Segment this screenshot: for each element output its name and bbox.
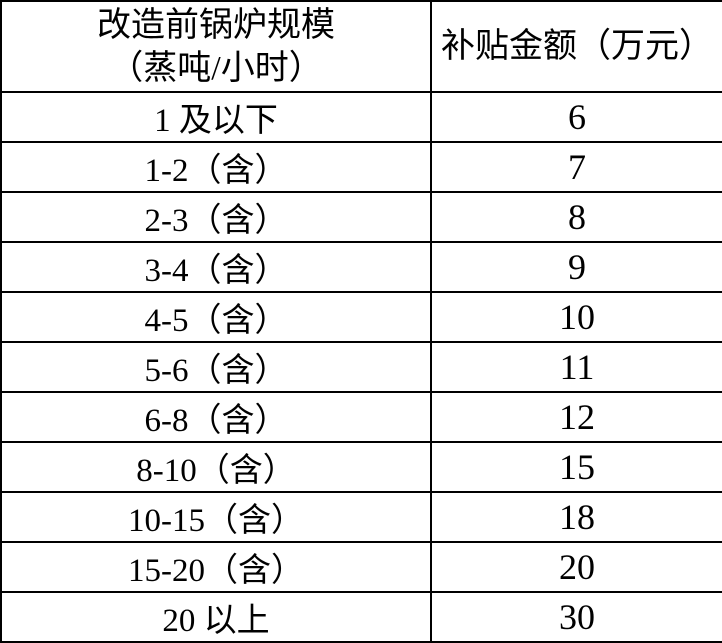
scale-cell: 1 及以下 (0, 91, 432, 143)
table-row: 5-6（含） 11 (0, 341, 722, 393)
amount-cell: 12 (430, 391, 722, 443)
scale-cell: 6-8（含） (0, 391, 432, 443)
scale-cell: 2-3（含） (0, 191, 432, 243)
header-scale-line1: 改造前锅炉规模 (97, 6, 335, 44)
amount-cell: 6 (430, 91, 722, 143)
table-row: 1 及以下 6 (0, 91, 722, 143)
amount-cell: 11 (430, 341, 722, 393)
scale-cell: 8-10（含） (0, 441, 432, 493)
amount-cell: 8 (430, 191, 722, 243)
scale-cell: 1-2（含） (0, 141, 432, 193)
table-row: 10-15（含） 18 (0, 491, 722, 543)
amount-cell: 15 (430, 441, 722, 493)
amount-cell: 7 (430, 141, 722, 193)
table-row: 4-5（含） 10 (0, 291, 722, 343)
header-scale-line2: （蒸吨/小时） (109, 49, 323, 87)
table-row: 15-20（含） 20 (0, 541, 722, 593)
table-row: 8-10（含） 15 (0, 441, 722, 493)
amount-cell: 20 (430, 541, 722, 593)
scale-cell: 3-4（含） (0, 241, 432, 293)
amount-cell: 10 (430, 291, 722, 343)
table-row: 2-3（含） 8 (0, 191, 722, 243)
scale-cell: 4-5（含） (0, 291, 432, 343)
scale-cell: 5-6（含） (0, 341, 432, 393)
column-header-boiler-scale: 改造前锅炉规模 （蒸吨/小时） (0, 0, 432, 93)
amount-cell: 9 (430, 241, 722, 293)
table-row: 1-2（含） 7 (0, 141, 722, 193)
scale-cell: 15-20（含） (0, 541, 432, 593)
table-row: 6-8（含） 12 (0, 391, 722, 443)
column-header-subsidy-amount: 补贴金额（万元） (430, 0, 722, 93)
table-header-row: 改造前锅炉规模 （蒸吨/小时） 补贴金额（万元） (0, 0, 722, 93)
scale-cell: 10-15（含） (0, 491, 432, 543)
table-row: 3-4（含） 9 (0, 241, 722, 293)
amount-cell: 18 (430, 491, 722, 543)
header-amount-label: 补贴金额（万元） (441, 28, 713, 65)
